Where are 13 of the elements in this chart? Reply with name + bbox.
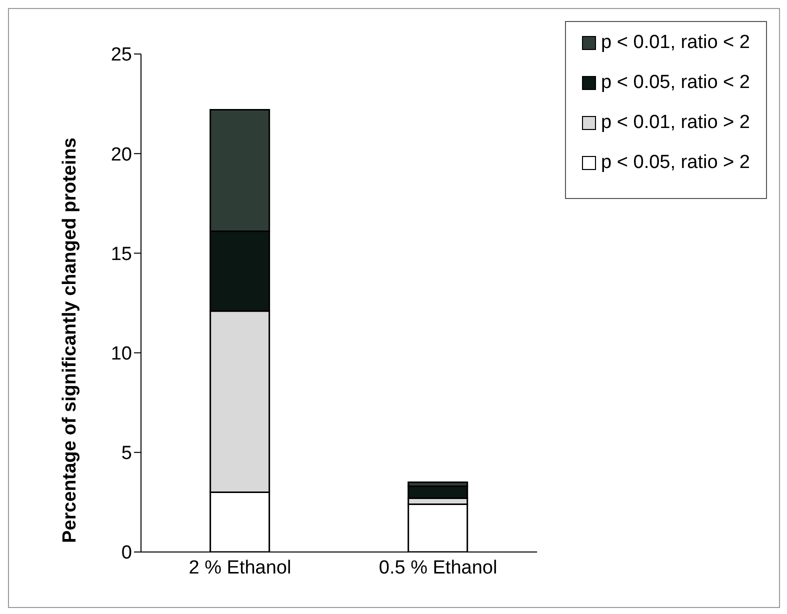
y-tick-label: 10: [110, 344, 132, 365]
y-tick-label: 5: [121, 443, 132, 464]
legend-label: p < 0.01, ratio > 2: [601, 112, 750, 134]
legend-label: p < 0.05, ratio < 2: [601, 72, 750, 94]
y-tick-label: 25: [110, 44, 132, 66]
y-tick-label: 20: [110, 144, 132, 166]
y-tick-label: 15: [110, 244, 132, 265]
x-tick-label: 0.5 % Ethanol: [378, 557, 498, 578]
legend-label: p < 0.01, ratio < 2: [601, 32, 750, 54]
y-tick-label: 0: [121, 542, 132, 564]
y-axis-title: Percentage of significantly changed proteins: [60, 138, 81, 543]
x-tick-label: 2 % Ethanol: [188, 557, 292, 578]
legend-label: p < 0.05, ratio > 2: [601, 152, 750, 174]
